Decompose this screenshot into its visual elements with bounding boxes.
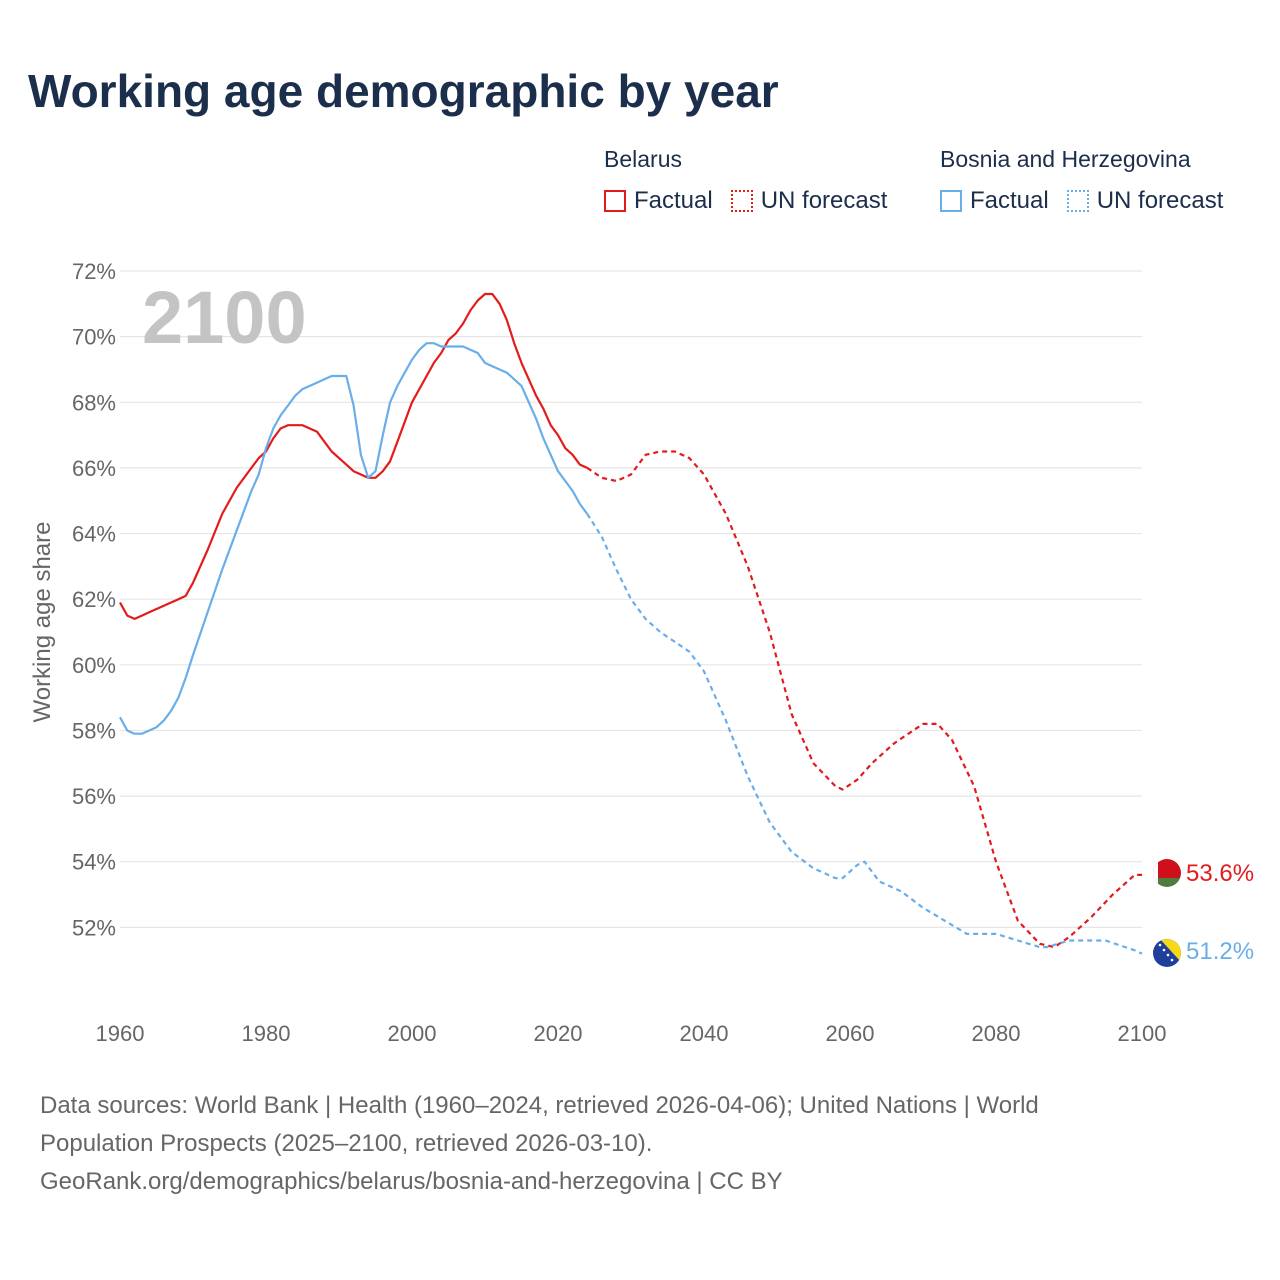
footer-sources: Data sources: World Bank | Health (1960–… [40,1087,1220,1201]
legend-group-belarus: Belarus Factual UN forecast [604,146,905,215]
legend-label: UN forecast [1096,187,1224,214]
year-label: 2100 [142,276,307,359]
legend-belarus-forecast[interactable]: UN forecast [730,187,888,215]
y-tick-label: 56% [72,784,116,809]
legend-label: Factual [970,187,1049,214]
line-chart: 52% 54% 56% 58% 60% 62% 64% 66% 68% 70% 72% 1960 19… [29,259,1254,1046]
legend-label: Factual [634,187,713,214]
x-tick-label: 2020 [534,1021,583,1046]
legend-swatch-solid-icon [940,190,962,212]
series-line-bosnia-factual[interactable] [119,342,589,735]
x-tick-label: 2000 [388,1021,437,1046]
x-tick-label: 2060 [826,1021,875,1046]
y-axis-label: Working age share [29,522,56,723]
y-tick-label: 68% [72,390,116,415]
legend-swatch-solid-icon [604,190,626,212]
y-tick-label: 62% [72,587,116,612]
y-tick-label: 58% [72,718,116,743]
legend-group-name: Belarus [604,146,682,172]
series-line-belarus-forecast[interactable] [586,450,1142,949]
y-tick-label: 64% [72,522,116,547]
x-tick-label: 2040 [680,1021,729,1046]
series-line-bosnia-forecast[interactable] [586,513,1143,955]
legend-bosnia-factual[interactable]: Factual [940,187,1049,215]
bosnia-flag-icon [1153,939,1181,967]
footer-line: Data sources: World Bank | Health (1960–… [40,1092,1039,1119]
legend-belarus-factual[interactable]: Factual [604,187,713,215]
y-tick-label: 72% [72,259,116,284]
y-tick-label: 52% [72,915,116,940]
legend-label: UN forecast [760,187,888,214]
legend-group-bosnia: Bosnia and Herzegovina Factual UN foreca… [940,146,1241,215]
y-tick-label: 60% [72,653,116,678]
end-label-belarus: 53.6% [1186,860,1254,887]
legend-swatch-dotted-icon [1066,190,1089,212]
x-tick-label: 2100 [1118,1021,1167,1046]
x-tick-label: 2080 [972,1021,1021,1046]
legend-bosnia-forecast[interactable]: UN forecast [1066,187,1224,215]
chart-title: Working age demographic by year [28,65,779,117]
legend-swatch-dotted-icon [730,190,753,212]
footer-line: Population Prospects (2025–2100, retriev… [40,1130,653,1157]
legend-group-name: Bosnia and Herzegovina [940,146,1191,172]
y-tick-label: 66% [72,456,116,481]
end-label-bosnia: 51.2% [1186,938,1254,965]
footer-line: GeoRank.org/demographics/belarus/bosnia-… [40,1168,783,1195]
x-tick-label: 1980 [242,1021,291,1046]
belarus-flag-icon [1153,859,1181,887]
x-tick-label: 1960 [96,1021,145,1046]
y-tick-label: 70% [72,325,116,350]
y-tick-label: 54% [72,850,116,875]
